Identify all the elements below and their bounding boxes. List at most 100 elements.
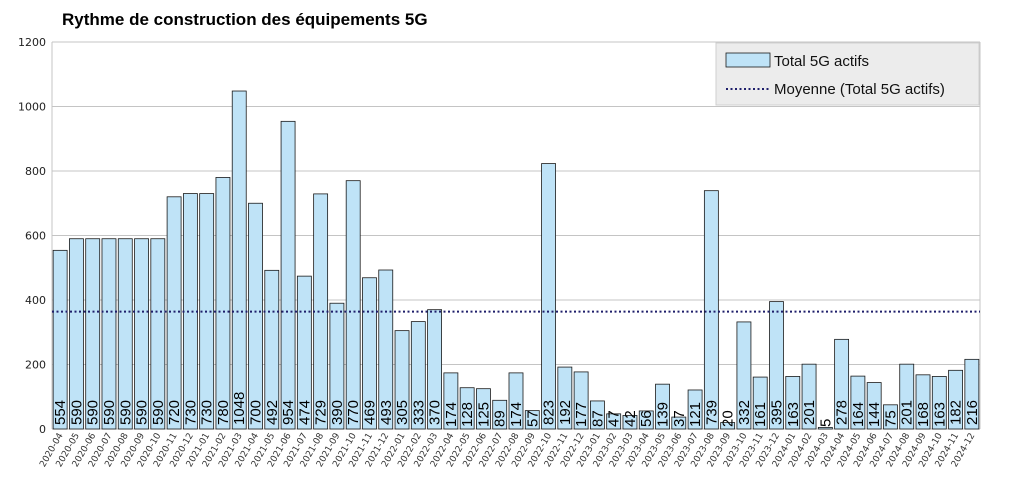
bar <box>703 190 719 430</box>
bar <box>899 363 915 430</box>
bar <box>817 426 833 430</box>
bar <box>687 389 703 430</box>
bar-value-label: 390 <box>329 400 346 425</box>
bar-value-label: 128 <box>459 402 476 427</box>
bar-value-label: 700 <box>248 400 265 425</box>
bar-value-label: 720 <box>166 400 183 425</box>
bar-value-label: 370 <box>427 400 444 425</box>
bar-value-label: 954 <box>280 400 297 425</box>
bar-value-label: 823 <box>541 400 558 425</box>
bar-value-label: 164 <box>850 402 867 427</box>
y-tick-label: 200 <box>25 359 46 372</box>
bar-value-label: 121 <box>687 402 704 427</box>
y-tick-label: 1200 <box>18 36 46 49</box>
bar <box>280 120 296 430</box>
bar <box>394 330 410 430</box>
bar <box>915 374 931 430</box>
bar <box>590 400 605 430</box>
bars <box>52 90 980 430</box>
bar <box>52 249 68 430</box>
bar <box>801 363 817 430</box>
y-tick-label: 600 <box>25 230 46 243</box>
bar-value-label: 278 <box>834 400 851 425</box>
legend: Total 5G actifs Moyenne (Total 5G actifs… <box>715 42 980 106</box>
bar <box>459 387 475 430</box>
bar <box>117 238 133 430</box>
y-tick-label: 400 <box>25 294 46 307</box>
bar-value-label: 37 <box>671 410 688 427</box>
bar-value-label: 89 <box>492 410 509 427</box>
bar-value-label: 177 <box>573 402 590 427</box>
value-labels: 554 590 590 590 590 590 590 720 730 730 780 1048 700… <box>52 392 981 427</box>
bar <box>557 366 573 430</box>
bar-value-label: 332 <box>736 400 753 425</box>
bar-value-label: 75 <box>882 410 899 427</box>
bar-value-label: 201 <box>801 400 818 425</box>
bar-value-label: 139 <box>655 402 672 427</box>
bar-value-label: 201 <box>899 400 916 425</box>
bar <box>948 369 963 430</box>
chart-title: Rythme de construction des équipements 5… <box>62 10 428 29</box>
bar <box>134 238 149 430</box>
bar-value-label: 163 <box>785 402 802 427</box>
bar-value-label: 87 <box>589 410 606 427</box>
bar <box>964 358 980 430</box>
bar <box>769 301 784 430</box>
bar-value-label: 590 <box>85 400 102 425</box>
bar-value-label: 474 <box>296 400 313 425</box>
bar <box>508 372 524 430</box>
bar-value-label: 729 <box>313 400 330 425</box>
x-axis-ticks: 2020-042020-052020-062020-072020-082020-… <box>38 431 977 469</box>
bar-value-label: 144 <box>866 402 883 427</box>
bar <box>866 382 882 430</box>
bar <box>476 388 491 430</box>
bar-value-label: 182 <box>948 400 965 425</box>
bar-value-label: 5 <box>817 419 834 427</box>
bar-value-label: 163 <box>931 402 948 427</box>
bar-value-label: 20 <box>720 410 737 427</box>
bar <box>752 376 768 430</box>
y-tick-label: 1000 <box>18 101 46 114</box>
bar-value-label: 469 <box>361 400 378 425</box>
bar <box>69 238 84 430</box>
bar <box>410 321 426 430</box>
bar <box>166 196 182 430</box>
bar-value-label: 730 <box>199 400 216 425</box>
bar-value-label: 168 <box>915 402 932 427</box>
y-tick-label: 0 <box>39 423 46 436</box>
bar <box>150 238 166 430</box>
bar <box>736 321 752 430</box>
bar-value-label: 739 <box>703 400 720 425</box>
bar <box>362 277 377 430</box>
bar <box>231 90 247 430</box>
bar <box>671 416 687 430</box>
bar <box>296 275 312 430</box>
bar <box>541 163 556 430</box>
legend-bar-swatch <box>725 52 771 68</box>
bar-value-label: 174 <box>443 402 460 427</box>
bar <box>313 193 329 430</box>
bar-value-label: 174 <box>508 402 525 427</box>
bar-value-label: 590 <box>117 400 134 425</box>
legend-bar-label: Total 5G actifs <box>774 53 869 70</box>
bar <box>248 202 263 430</box>
bar-value-label: 730 <box>182 400 199 425</box>
bar <box>850 375 866 430</box>
bar-value-label: 590 <box>150 400 167 425</box>
bar-value-label: 590 <box>68 400 85 425</box>
bar <box>345 180 361 430</box>
bar-value-label: 590 <box>101 400 118 425</box>
bar <box>931 376 947 430</box>
bar-value-label: 57 <box>524 410 541 427</box>
bar <box>101 238 117 430</box>
bar-value-label: 161 <box>752 402 769 427</box>
bar <box>524 410 540 430</box>
bar-value-label: 590 <box>134 400 151 425</box>
bar-value-label: 1048 <box>231 392 248 425</box>
bar-value-label: 42 <box>622 410 639 427</box>
y-axis-ticks: 0 200 400 600 800 1000 1200 <box>18 36 46 436</box>
bar-value-label: 305 <box>394 400 411 425</box>
bar <box>427 309 442 430</box>
y-tick-label: 800 <box>25 165 46 178</box>
